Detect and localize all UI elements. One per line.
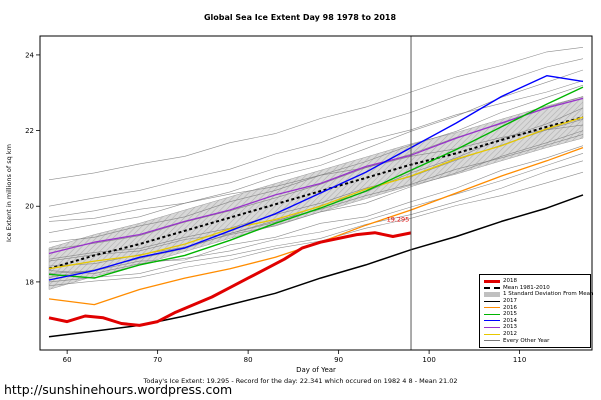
sea-ice-chart: Global Sea Ice Extent Day 98 1978 to 201…	[5, 13, 593, 374]
svg-text:22: 22	[25, 127, 34, 135]
legend-item: 2014	[484, 318, 586, 325]
legend-label: 2017	[503, 298, 517, 305]
legend-label: 2012	[503, 331, 517, 338]
legend-item: Mean 1981-2010	[484, 285, 586, 292]
svg-text:90: 90	[334, 356, 343, 364]
legend-swatch-2016	[484, 307, 500, 309]
footer-link[interactable]: http://sunshinehours.wordpress.com	[4, 382, 233, 397]
svg-text:70: 70	[153, 356, 162, 364]
legend-swatch-2012	[484, 333, 500, 335]
legend-swatch-2013	[484, 326, 500, 328]
svg-text:24: 24	[25, 51, 34, 59]
legend-label: 2015	[503, 311, 517, 318]
legend-item: 2016	[484, 304, 586, 311]
legend-swatch-2017	[484, 300, 500, 302]
chart-legend: 2018 Mean 1981-2010 1 Standard Deviation F…	[479, 274, 593, 348]
legend-item: Every Other Year	[484, 337, 586, 344]
chart-title: Global Sea Ice Extent Day 98 1978 to 201…	[204, 13, 397, 22]
footer: http://sunshinehours.wordpress.com	[4, 382, 232, 397]
legend-swatch-2015	[484, 313, 500, 315]
svg-text:80: 80	[244, 356, 253, 364]
svg-text:100: 100	[422, 356, 435, 364]
svg-text:18: 18	[25, 278, 34, 286]
y-axis-label: Ice Extent in millions of sq km	[5, 144, 13, 242]
svg-text:20: 20	[25, 203, 34, 211]
std-deviation-band	[48, 96, 584, 290]
legend-item: 2013	[484, 324, 586, 331]
axes: 60 70 80 90 100 110 18 20 22 24	[25, 51, 526, 364]
legend-swatch-1-standard-deviation-from-mean	[484, 291, 500, 297]
legend-label: 2018	[503, 278, 517, 285]
legend-item: 1 Standard Deviation From Mean	[484, 291, 593, 298]
legend-swatch-every-other-year	[484, 340, 500, 342]
legend-swatch-2018	[484, 279, 500, 283]
svg-text:19.295: 19.295	[387, 215, 410, 223]
legend-swatch-mean-1981-2010	[484, 286, 500, 289]
legend-item: 2012	[484, 331, 586, 338]
summary-caption: Today's Ice Extent: 19.295 - Record for …	[143, 377, 458, 385]
legend-label: 2014	[503, 317, 517, 324]
legend-swatch-2014	[484, 320, 500, 322]
annotations: 19.295	[387, 36, 412, 350]
legend-item: 2017	[484, 298, 586, 305]
year-series-lines	[48, 74, 584, 338]
svg-text:60: 60	[63, 356, 72, 364]
legend-item: 2018	[484, 278, 586, 285]
legend-label: Every Other Year	[503, 337, 550, 344]
legend-item: 2015	[484, 311, 586, 318]
svg-text:110: 110	[513, 356, 526, 364]
legend-label: Mean 1981-2010	[503, 284, 550, 291]
legend-label: 2016	[503, 304, 517, 311]
plot-border	[39, 35, 593, 351]
legend-label: 2013	[503, 324, 517, 331]
x-axis-label: Day of Year	[296, 366, 336, 374]
legend-label: 1 Standard Deviation From Mean	[503, 291, 594, 298]
